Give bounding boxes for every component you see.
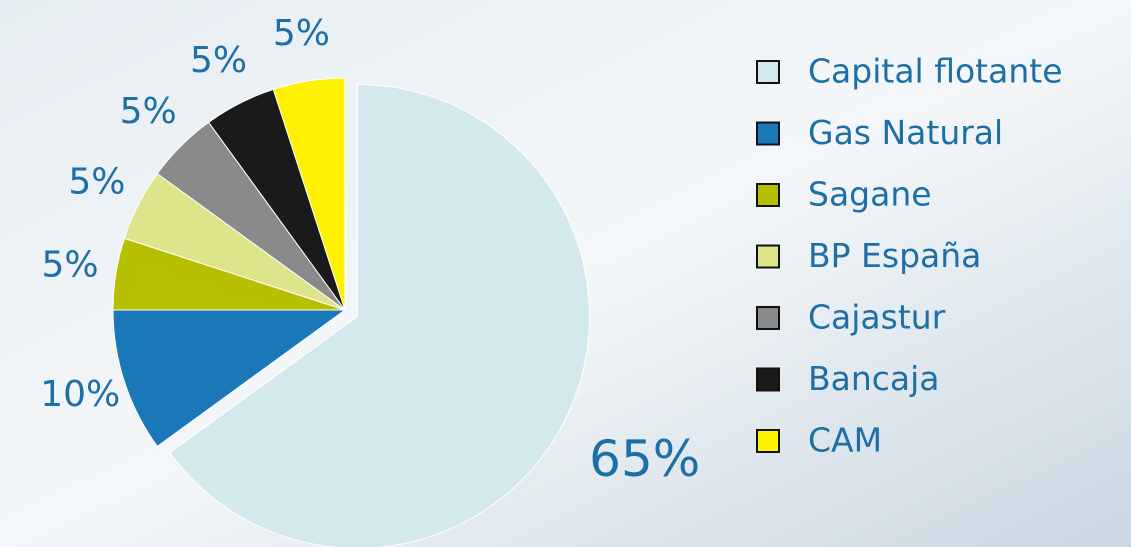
pie-slice — [272, 77, 346, 311]
legend-label: CAM — [808, 421, 882, 460]
legend-swatch — [756, 244, 780, 269]
legend-swatch — [756, 183, 780, 207]
legend-swatch — [756, 121, 780, 146]
legend-label: Sagane — [808, 175, 932, 214]
legend-label: Gas Natural — [808, 113, 1003, 152]
legend-swatch — [756, 429, 780, 453]
data-label: 5% — [68, 162, 125, 203]
data-label: 5% — [120, 91, 177, 132]
data-label: 65% — [589, 430, 700, 488]
legend-swatch — [756, 60, 780, 84]
legend-label: Cajastur — [808, 298, 946, 337]
data-label: 10% — [40, 374, 120, 415]
pie-slice — [112, 309, 347, 448]
pie-slice — [169, 83, 590, 547]
legend-label: Bancaja — [808, 359, 940, 398]
legend-swatch — [756, 306, 780, 330]
data-label: 5% — [273, 13, 330, 54]
data-label: 5% — [190, 40, 247, 81]
legend-label: BP España — [808, 236, 981, 275]
pie: 65% 10% 5% 5% 5% 5% 5% — [40, 13, 700, 547]
legend-label: Capital flotante — [808, 52, 1063, 91]
data-label: 5% — [41, 244, 98, 285]
legend-swatch — [756, 367, 780, 392]
legend: Capital flotante Gas Natural Sagane BP Espa… — [756, 52, 1063, 460]
